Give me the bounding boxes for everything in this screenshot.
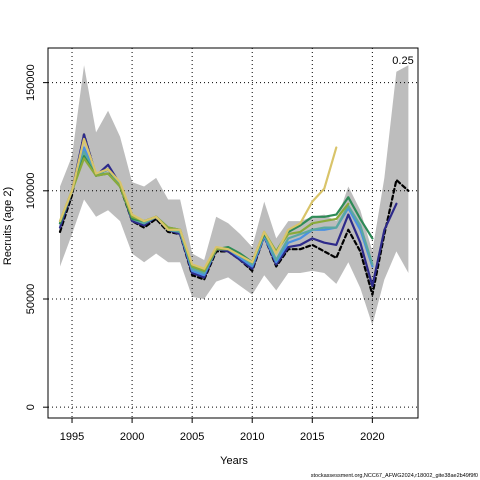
plot-frame xyxy=(47,47,419,419)
y-tick-label-0: 0 xyxy=(25,404,37,410)
x-tick-label-2005: 2005 xyxy=(180,431,204,443)
footer-credit: stockassessment.org,NCC67_AFWG2024,r1800… xyxy=(311,473,478,479)
x-tick-label-2010: 2010 xyxy=(240,431,264,443)
x-axis-title: Years xyxy=(220,455,248,467)
axis-layer: 1995 2000 2005 2010 2015 2020 0 50000 100000 1500… xyxy=(25,64,385,443)
x-tick-label-2020: 2020 xyxy=(360,431,384,443)
series-layer xyxy=(58,133,410,296)
y-tick-label-50000: 50000 xyxy=(25,284,37,315)
confidence-band-layer xyxy=(60,65,409,325)
series-line-7 xyxy=(58,137,338,270)
x-tick-label-2000: 2000 xyxy=(120,431,144,443)
x-tick-label-2015: 2015 xyxy=(300,431,324,443)
annotation-label: 0.25 xyxy=(392,55,413,67)
y-tick-label-100000: 100000 xyxy=(25,172,37,209)
y-axis-title: Recruits (age 2) xyxy=(2,187,14,265)
series-line-6 xyxy=(58,157,350,272)
y-tick-label-150000: 150000 xyxy=(25,64,37,101)
confidence-band xyxy=(60,65,409,325)
grid-layer xyxy=(48,48,418,418)
x-tick-label-1995: 1995 xyxy=(60,431,84,443)
